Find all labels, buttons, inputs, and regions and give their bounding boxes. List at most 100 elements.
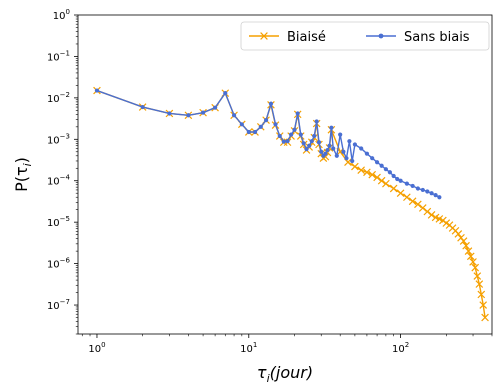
data-point <box>295 111 300 116</box>
data-point <box>167 111 172 116</box>
data-point <box>368 170 377 179</box>
data-point <box>473 272 482 280</box>
series-line <box>96 89 486 318</box>
legend-label: Biaisé <box>287 30 326 45</box>
data-point <box>363 168 371 177</box>
data-point <box>418 204 427 212</box>
data-point <box>475 280 484 288</box>
data-point <box>273 122 278 127</box>
data-point <box>341 149 346 154</box>
data-point <box>403 193 411 202</box>
data-point <box>469 258 477 266</box>
data-point <box>325 147 330 153</box>
data-point <box>319 149 324 154</box>
y-tick-label: 10−1 <box>47 49 70 63</box>
x-axis-label-sub: i <box>267 372 270 383</box>
data-point <box>374 160 380 165</box>
y-tick-label: 10−7 <box>47 298 70 312</box>
data-point <box>344 156 349 161</box>
data-point <box>94 88 100 93</box>
data-point <box>427 211 436 219</box>
data-point <box>350 158 355 164</box>
data-point <box>314 119 319 124</box>
data-point <box>351 162 359 171</box>
data-point <box>281 139 286 144</box>
y-axis-label-sub: i <box>21 163 34 166</box>
x-tick-label: 102 <box>392 341 409 355</box>
data-point <box>415 186 420 191</box>
legend-marker <box>378 33 384 39</box>
data-point <box>186 113 191 118</box>
data-point <box>477 290 486 299</box>
data-point <box>429 191 434 196</box>
y-tick-label: 10−5 <box>47 215 70 229</box>
data-point <box>471 263 480 272</box>
data-point <box>370 156 375 161</box>
data-point <box>327 143 332 148</box>
data-point <box>420 187 425 193</box>
data-point <box>389 184 398 193</box>
data-point <box>382 179 390 188</box>
data-point <box>252 129 258 135</box>
x-tick-label: 101 <box>240 341 257 355</box>
data-point <box>352 142 357 147</box>
data-point <box>316 140 322 145</box>
data-point <box>307 143 312 148</box>
x-axis-label-paren: (jour) <box>270 363 313 382</box>
data-point <box>277 133 282 139</box>
data-point <box>301 141 306 146</box>
y-axis-label-close: ) <box>12 157 31 163</box>
data-point <box>258 124 263 129</box>
data-point <box>304 147 309 152</box>
data-point <box>231 113 237 118</box>
data-point <box>479 301 488 309</box>
y-axis-label: P(τi) <box>12 157 34 192</box>
data-point <box>292 127 297 132</box>
data-point <box>437 195 442 200</box>
series-layer <box>93 86 489 322</box>
data-point <box>338 132 343 137</box>
data-point <box>396 189 405 198</box>
data-point <box>481 313 489 322</box>
data-point <box>263 118 269 123</box>
plot-frame <box>77 14 493 335</box>
data-point <box>329 125 334 130</box>
data-point <box>359 146 364 151</box>
data-point <box>357 166 366 174</box>
data-point <box>459 237 468 245</box>
data-point <box>312 133 317 139</box>
legend-item: Sans biais <box>366 30 470 45</box>
data-point <box>410 183 415 189</box>
data-point <box>200 110 206 115</box>
legend-box <box>240 21 490 51</box>
data-point <box>213 105 218 110</box>
data-point <box>464 247 473 255</box>
series-biaise <box>93 86 489 322</box>
y-tick-label: 10−2 <box>47 91 70 105</box>
data-point <box>364 151 370 156</box>
data-point <box>379 163 384 168</box>
data-point <box>323 151 328 156</box>
data-point <box>347 139 352 144</box>
y-axis-label-main: P(τ <box>12 166 31 192</box>
data-point <box>246 129 251 135</box>
x-tick-label: 100 <box>88 341 105 355</box>
data-point <box>466 252 475 261</box>
legend-marker <box>260 32 268 40</box>
data-point <box>423 207 432 216</box>
x-axis-label-main: τ <box>257 363 267 382</box>
y-tick-label: 100 <box>53 8 70 22</box>
data-point <box>268 101 274 106</box>
data-point <box>395 176 400 182</box>
legend-label: Sans biais <box>404 30 470 45</box>
data-point <box>383 167 388 172</box>
data-point <box>298 132 303 137</box>
data-point <box>404 181 409 186</box>
legend: Biaisé Sans biais <box>240 21 490 51</box>
data-point <box>387 170 392 175</box>
data-point <box>331 146 336 151</box>
data-point <box>425 189 430 194</box>
x-axis-label: τi(jour) <box>257 363 313 383</box>
data-point <box>391 173 396 179</box>
